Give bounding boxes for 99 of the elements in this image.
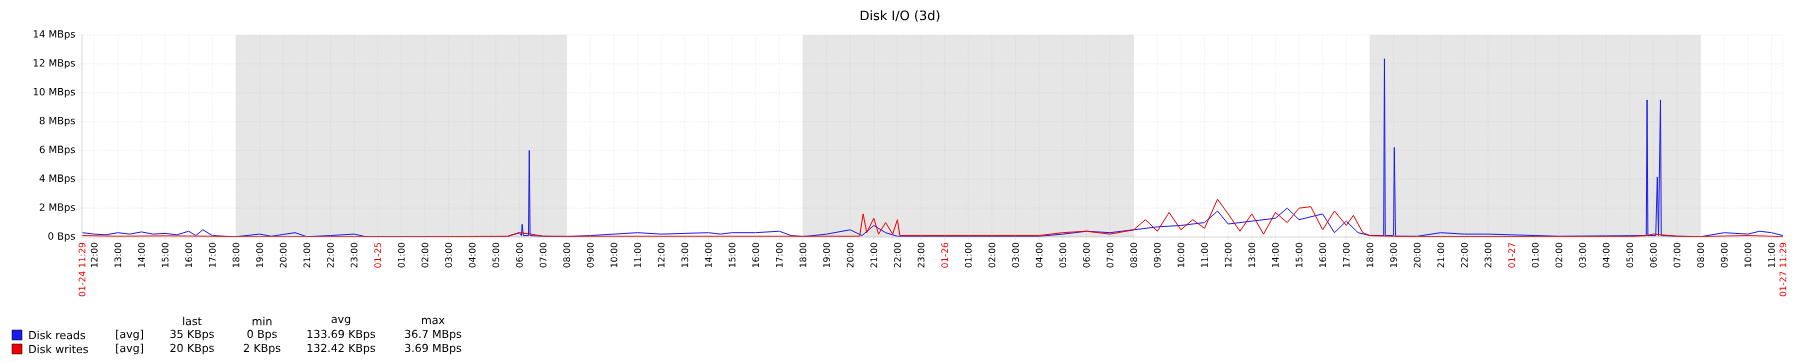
x-tick-label: 16:00	[185, 242, 193, 268]
y-tick-label: 14 MBps	[33, 30, 75, 40]
text: [avg]	[116, 343, 143, 355]
x-tick-label: 18:00	[232, 242, 240, 268]
x-tick-label: 08:00	[1130, 242, 1138, 268]
text: 3.69 MBps	[405, 343, 462, 355]
x-tick-label: 04:00	[1602, 242, 1610, 268]
text: 0 Bps	[247, 329, 277, 341]
x-tick-label: 16:00	[1319, 242, 1327, 268]
x-tick-label: 04:00	[1035, 242, 1043, 268]
x-tick-label: 03:00	[1579, 242, 1586, 268]
x-tick-label: 07:00	[1106, 242, 1114, 268]
x-tick-label: 23:00	[1484, 242, 1492, 268]
text: 35 KBps	[170, 329, 214, 341]
x-tick-label: 15:00	[728, 242, 736, 268]
x-tick-label: 19:00	[1390, 242, 1397, 268]
x-tick-label: 04:00	[468, 242, 476, 268]
x-tick-label: 16:00	[752, 242, 760, 268]
x-tick-label: 01:00	[397, 242, 405, 268]
x-tick-label: 08:00	[1697, 242, 1705, 268]
x-tick-label: 22:00	[327, 242, 334, 268]
x-tick-label: 09:00	[1153, 242, 1161, 268]
x-tick-label: 21:00	[1437, 242, 1445, 268]
text: [avg]	[116, 329, 143, 341]
text: max	[422, 317, 445, 325]
chart-title: Disk I/O (3d)	[860, 10, 940, 22]
y-tick-label: 0 Bps	[48, 232, 75, 242]
x-tick-label: 03:00	[1012, 242, 1019, 268]
x-tick-label: 02:00	[1555, 242, 1563, 268]
x-tick-label: 12:00	[90, 242, 98, 268]
x-tick-label: 10:00	[1744, 242, 1752, 268]
x-tick-label: 06:00	[516, 242, 523, 268]
x-tick-label: 17:00	[1342, 242, 1350, 268]
x-tick-label: 22:00	[894, 242, 901, 268]
x-tick-label: 17:00	[208, 242, 216, 268]
x-tick-label: 10:00	[610, 242, 618, 268]
x-tick-label: 21:00	[303, 242, 311, 268]
x-tick-label: 05:00	[1626, 242, 1634, 268]
x-tick-label: 20:00	[1413, 242, 1421, 268]
text: 132.42 KBps	[307, 343, 376, 355]
x-tick-label: 08:00	[563, 242, 571, 268]
x-tick-label: 02:00	[421, 242, 429, 268]
x-tick-label: 19:00	[256, 242, 263, 268]
x-tick-label: 01-24 11:29	[78, 242, 86, 297]
x-tick-label: 03:00	[445, 242, 452, 268]
x-tick-label: 18:00	[799, 242, 807, 268]
x-tick-label: 01-27 11:29	[1779, 242, 1787, 297]
x-tick-label: 07:00	[539, 242, 547, 268]
x-tick-label: 13:00	[1248, 242, 1256, 268]
text: last	[183, 316, 202, 326]
x-tick-label: 06:00	[1083, 242, 1090, 268]
x-tick-label: 06:00	[1649, 242, 1657, 268]
text: 20 KBps	[170, 343, 214, 355]
x-tick-label: 10:00	[1177, 242, 1185, 268]
x-tick-label: 11:00	[1201, 242, 1208, 268]
x-tick-label: 13:00	[681, 242, 689, 268]
x-tick-label: 11:00	[1768, 242, 1775, 268]
x-tick-label: 22:00	[1461, 242, 1468, 268]
x-tick-label: 17:00	[775, 242, 783, 268]
x-tick-label: 15:00	[1295, 242, 1303, 268]
x-tick-label: 13:00	[114, 242, 122, 268]
x-tick-label: 23:00	[917, 242, 925, 268]
y-tick-label: 10 MBps	[33, 87, 75, 98]
x-tick-label: 05:00	[1059, 242, 1067, 268]
x-tick-label: 02:00	[988, 242, 996, 268]
x-tick-label: 12:00	[657, 242, 665, 268]
y-tick-label: 8 MBps	[39, 116, 75, 127]
x-tick-label: 21:00	[870, 242, 878, 268]
x-tick-label: 01-27	[1508, 242, 1516, 268]
x-tick-label: 11:00	[634, 242, 641, 268]
x-tick-label: 01-25	[374, 242, 382, 268]
text: min	[252, 316, 272, 326]
x-tick-label: 20:00	[846, 242, 854, 268]
x-tick-label: 01-26	[941, 242, 949, 268]
y-tick-label: 12 MBps	[33, 59, 75, 69]
x-tick-label: 05:00	[492, 242, 500, 268]
x-tick-label: 09:00	[586, 242, 594, 268]
x-tick-label: 20:00	[279, 242, 287, 268]
x-tick-label: 09:00	[1720, 242, 1728, 268]
x-tick-label: 14:00	[138, 242, 145, 268]
text: avg	[331, 316, 351, 326]
x-tick-label: 01:00	[1531, 242, 1539, 268]
text: 2 KBps	[243, 343, 281, 355]
x-tick-label: 14:00	[705, 242, 712, 268]
legend-label: Disk writes	[29, 344, 88, 354]
x-tick-label: 23:00	[350, 242, 358, 268]
x-tick-label: 01:00	[964, 242, 972, 268]
legend-label: Disk reads	[29, 330, 86, 340]
text: 36.7 MBps	[405, 329, 462, 341]
text: 133.69 KBps	[307, 329, 376, 341]
x-tick-label: 15:00	[161, 242, 169, 268]
x-tick-label: 19:00	[823, 242, 830, 268]
y-tick-label: 2 MBps	[39, 203, 75, 213]
x-tick-label: 12:00	[1224, 242, 1232, 268]
x-tick-label: 18:00	[1366, 242, 1374, 268]
x-tick-label: 14:00	[1272, 242, 1279, 268]
y-tick-label: 6 MBps	[39, 145, 75, 156]
x-tick-label: 07:00	[1673, 242, 1681, 268]
y-tick-label: 4 MBps	[39, 174, 75, 184]
